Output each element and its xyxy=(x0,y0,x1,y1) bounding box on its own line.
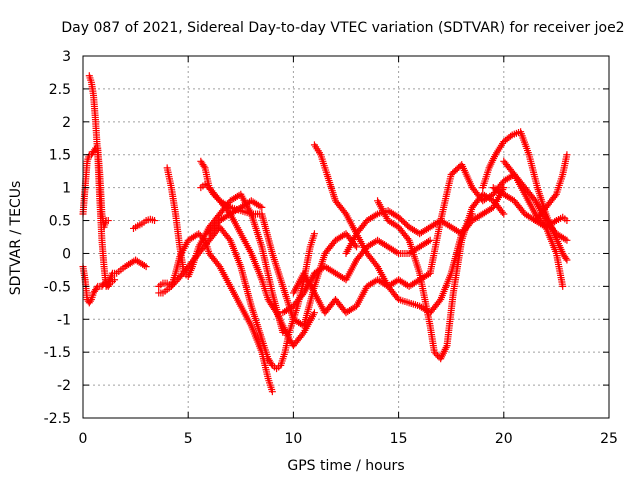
data-point xyxy=(200,162,208,170)
series-arc-13 xyxy=(289,269,434,317)
data-point xyxy=(104,217,112,225)
data-point xyxy=(430,348,438,356)
series-arc-4 xyxy=(129,215,159,232)
x-tick-label: 10 xyxy=(284,431,302,447)
data-point xyxy=(432,350,440,358)
series-arc-19 xyxy=(500,157,567,290)
series-arc-10 xyxy=(205,197,266,238)
data-point xyxy=(267,360,275,368)
y-tick-label: 3 xyxy=(62,49,71,65)
series-arc-1 xyxy=(79,263,119,307)
y-tick-label: 2 xyxy=(62,115,71,131)
y-tick-label: -2 xyxy=(57,378,71,394)
series-arc-7 xyxy=(163,164,287,336)
x-tick-label: 25 xyxy=(600,431,618,447)
axis-ticks xyxy=(82,55,610,419)
data-point xyxy=(507,132,515,140)
data-point xyxy=(563,256,571,264)
data-point xyxy=(530,195,538,203)
data-point xyxy=(559,282,567,290)
x-tick-label: 20 xyxy=(495,431,513,447)
y-tick-label: 0.5 xyxy=(49,214,71,230)
data-point xyxy=(86,297,94,305)
data-point xyxy=(214,261,222,269)
data-point xyxy=(225,235,233,243)
data-point xyxy=(551,192,559,200)
data-point xyxy=(509,169,517,177)
tick-labels: 0 5 10 15 20 25 -2.5 -2 -1.5 -1 -0.5 0 0.5 1 1.5 2 2.5 3 xyxy=(44,49,618,447)
y-tick-label: 2.5 xyxy=(49,82,71,98)
y-tick-label: -1.5 xyxy=(44,345,71,361)
data-point xyxy=(372,261,380,269)
data-point xyxy=(103,281,111,289)
data-point xyxy=(111,276,119,284)
data-point xyxy=(341,208,349,216)
data-point xyxy=(151,217,159,225)
data-point xyxy=(258,203,266,211)
data-point xyxy=(404,235,412,243)
series-arc-6 xyxy=(155,230,276,396)
x-tick-label: 5 xyxy=(184,431,193,447)
data-point xyxy=(299,291,307,299)
x-axis-label: GPS time / hours xyxy=(287,458,404,474)
data-points xyxy=(79,72,571,396)
y-tick-label: 1.5 xyxy=(49,148,71,164)
data-point xyxy=(195,230,203,238)
data-point xyxy=(310,309,318,317)
data-point xyxy=(541,221,549,229)
data-point xyxy=(563,151,571,159)
y-tick-label: -2.5 xyxy=(44,411,71,427)
y-tick-label: -1 xyxy=(57,312,71,328)
series-arc-11 xyxy=(279,236,434,317)
data-point xyxy=(353,243,361,251)
y-tick-label: 1 xyxy=(62,181,71,197)
data-point xyxy=(272,307,280,315)
data-point xyxy=(563,217,571,225)
series-arc-17 xyxy=(479,128,571,264)
data-point xyxy=(426,236,434,244)
data-point xyxy=(142,263,150,271)
data-point xyxy=(500,210,508,218)
series-arc-9 xyxy=(197,180,361,330)
data-point xyxy=(93,284,101,292)
data-point xyxy=(310,230,318,238)
data-point xyxy=(562,254,570,262)
x-tick-label: 15 xyxy=(390,431,408,447)
series-arc-20 xyxy=(531,151,571,225)
data-point xyxy=(435,297,443,305)
series-arc-3 xyxy=(85,72,150,290)
data-point xyxy=(498,208,506,216)
x-tick-label: 0 xyxy=(79,431,88,447)
data-point xyxy=(268,388,276,396)
y-axis-label: SDTVAR / TECUs xyxy=(8,181,24,296)
plot-frame xyxy=(82,55,610,419)
chart-title: Day 087 of 2021, Sidereal Day-to-day VTE… xyxy=(61,20,624,36)
y-tick-label: -0.5 xyxy=(44,279,71,295)
data-point xyxy=(563,236,571,244)
data-point xyxy=(299,330,307,338)
y-tick-label: 0 xyxy=(62,246,71,262)
series-arc-15 xyxy=(374,190,508,363)
